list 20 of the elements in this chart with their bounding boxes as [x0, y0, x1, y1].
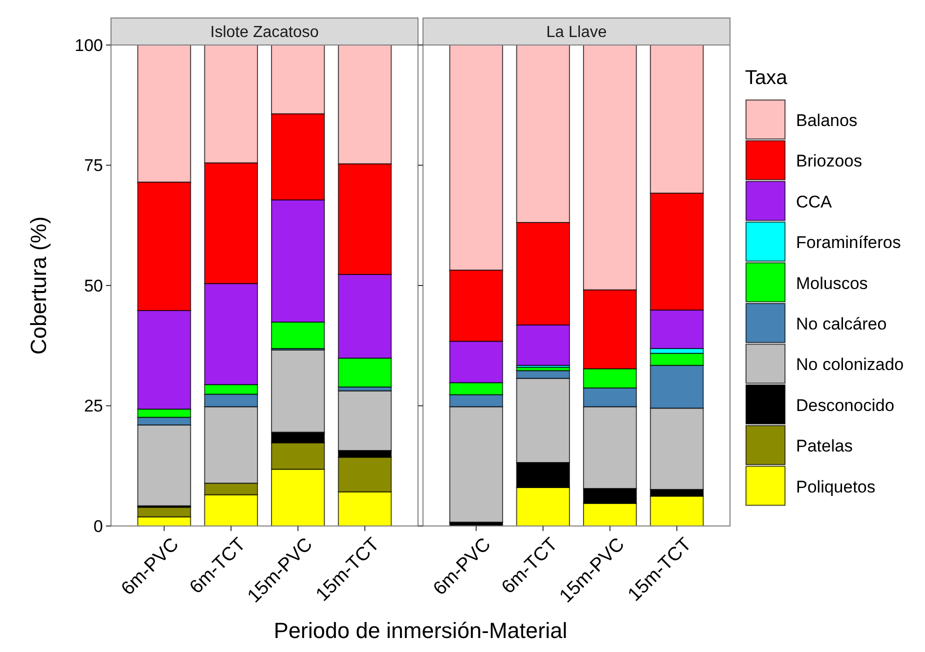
y-tick-label: 75 — [84, 156, 103, 176]
x-axis-title: Periodo de inmersión-Material — [274, 618, 568, 643]
legend-label: Balanos — [796, 110, 858, 130]
y-tick-label: 100 — [74, 36, 103, 55]
y-tick-label: 0 — [94, 516, 103, 536]
legend-label: Foraminíferos — [796, 233, 901, 252]
y-tick-label: 25 — [84, 396, 103, 416]
legend-title: Taxa — [745, 67, 788, 89]
legend-label: CCA — [796, 192, 833, 212]
chart-title: La Llave — [546, 24, 607, 41]
legend-label: Moluscos — [796, 274, 868, 293]
legend-label: No colonizado — [796, 355, 904, 374]
legend-label: Briozoos — [796, 152, 862, 171]
legend-label: Poliquetos — [796, 477, 876, 496]
y-axis-title: Cobertura (%) — [26, 216, 51, 355]
legend-label: Patelas — [796, 436, 853, 456]
y-tick-label: 50 — [84, 276, 103, 296]
chart-title: Islote Zacatoso — [210, 24, 319, 41]
legend-label: No calcáreo — [796, 314, 887, 334]
legend-label: Desconocido — [796, 396, 894, 415]
